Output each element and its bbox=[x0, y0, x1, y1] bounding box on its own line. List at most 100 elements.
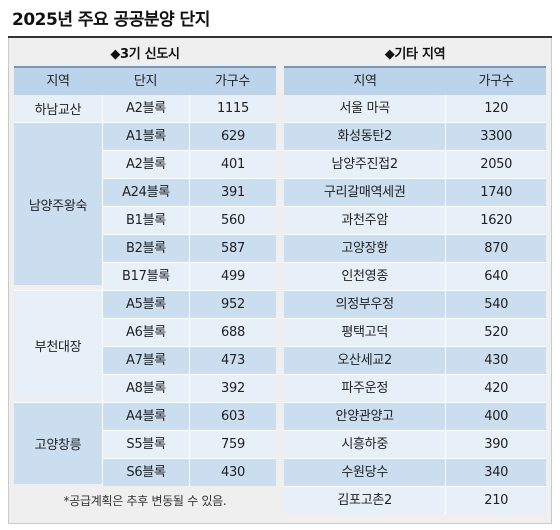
table-row: S6블록 430 bbox=[102, 458, 276, 486]
table-row: 파주운정 420 bbox=[284, 374, 546, 402]
households-cell: 870 bbox=[445, 235, 546, 262]
new-town-panel-title: ◆3기 신도시 bbox=[110, 47, 180, 62]
households-cell: 400 bbox=[445, 403, 546, 430]
table-row: A7블록 473 bbox=[102, 346, 276, 374]
table-row: 오산세교2 430 bbox=[284, 346, 546, 374]
table-row: 인천영종 640 bbox=[284, 262, 546, 290]
table-row: S5블록 759 bbox=[102, 430, 276, 458]
header-region: 지역 bbox=[353, 74, 377, 89]
region-rows: A2블록 1115 bbox=[102, 95, 276, 122]
households-cell: 340 bbox=[445, 459, 546, 486]
region-rows: A5블록 952 A6블록 688 A7블록 473 A8블록 392 bbox=[102, 291, 276, 402]
region-name-cell: 남양주왕숙 bbox=[14, 123, 102, 285]
households-cell: 603 bbox=[189, 403, 276, 430]
table-row: B17블록 499 bbox=[102, 262, 276, 290]
table-header: 지역 가구수 bbox=[284, 66, 546, 95]
new-town-table-body: 하남교산 A2블록 1115 남양주왕숙 A1블록 629 A2블록 401 A24블록 391 B… bbox=[14, 95, 276, 486]
households-cell: 210 bbox=[445, 487, 546, 514]
table-row: A1블록 629 bbox=[102, 123, 276, 150]
complex-cell: A7블록 bbox=[102, 347, 189, 374]
households-cell: 390 bbox=[445, 431, 546, 458]
title-rule bbox=[8, 36, 552, 38]
region-rows: A4블록 603 S5블록 759 S6블록 430 bbox=[102, 403, 276, 486]
table-row: 고양장항 870 bbox=[284, 234, 546, 262]
households-cell: 3300 bbox=[445, 123, 546, 150]
complex-cell: B2블록 bbox=[102, 235, 189, 262]
complex-cell: A1블록 bbox=[102, 123, 189, 150]
table-row: B1블록 560 bbox=[102, 206, 276, 234]
households-cell: 520 bbox=[445, 319, 546, 346]
table-row: 구리갈매역세권 1740 bbox=[284, 178, 546, 206]
table-row: 수원당수 340 bbox=[284, 458, 546, 486]
table-row: 서울 마곡 120 bbox=[284, 95, 546, 122]
region-cell: 안양관양고 bbox=[335, 409, 395, 424]
region-cell: 파주운정 bbox=[341, 381, 388, 396]
table-row: A5블록 952 bbox=[102, 291, 276, 318]
region-cell: 오산세교2 bbox=[337, 353, 392, 368]
households-cell: 499 bbox=[189, 263, 276, 290]
region-cell: 김포고촌2 bbox=[337, 493, 392, 508]
table-header: 지역 단지 가구수 bbox=[14, 66, 276, 95]
complex-cell: A2블록 bbox=[102, 151, 189, 178]
other-region-table-body: 서울 마곡 120 화성동탄2 3300 남양주진접2 2050 구리갈매역세권 1740 과천… bbox=[284, 95, 546, 514]
region-group: 하남교산 A2블록 1115 bbox=[14, 95, 276, 122]
region-cell: 평택고덕 bbox=[341, 325, 388, 340]
new-town-table: 지역 단지 가구수 하남교산 A2블록 1115 남양주왕숙 A1블록 629 A2블록 40… bbox=[14, 66, 276, 486]
region-cell: 수원당수 bbox=[341, 465, 388, 480]
households-cell: 629 bbox=[189, 123, 276, 150]
header-households: 가구수 bbox=[478, 74, 514, 89]
households-cell: 473 bbox=[189, 347, 276, 374]
header-households: 가구수 bbox=[215, 74, 250, 89]
complex-cell: A5블록 bbox=[102, 291, 189, 318]
households-cell: 120 bbox=[445, 95, 546, 122]
region-cell: 시흥하중 bbox=[341, 437, 388, 452]
region-cell: 인천영종 bbox=[341, 269, 388, 284]
table-row: A4블록 603 bbox=[102, 403, 276, 430]
households-cell: 1620 bbox=[445, 207, 546, 234]
households-cell: 430 bbox=[445, 347, 546, 374]
complex-cell: A6블록 bbox=[102, 319, 189, 346]
households-cell: 2050 bbox=[445, 151, 546, 178]
region-group: 남양주왕숙 A1블록 629 A2블록 401 A24블록 391 B1블록 560 B2블록 58… bbox=[14, 122, 276, 290]
region-cell: 의정부우정 bbox=[335, 297, 395, 312]
table-row: 안양관양고 400 bbox=[284, 402, 546, 430]
households-cell: 1115 bbox=[189, 95, 276, 122]
region-rows: A1블록 629 A2블록 401 A24블록 391 B1블록 560 B2블록 587 B17블… bbox=[102, 123, 276, 290]
complex-cell: B1블록 bbox=[102, 207, 189, 234]
page-title: 2025년 주요 공공분양 단지 bbox=[12, 10, 210, 30]
region-name-cell: 하남교산 bbox=[14, 95, 102, 122]
region-cell: 구리갈매역세권 bbox=[323, 185, 406, 200]
table-row: A2블록 1115 bbox=[102, 95, 276, 122]
region-cell: 서울 마곡 bbox=[339, 101, 390, 116]
region-name-cell: 고양창릉 bbox=[14, 403, 102, 484]
households-cell: 640 bbox=[445, 263, 546, 290]
households-cell: 759 bbox=[189, 431, 276, 458]
households-cell: 1740 bbox=[445, 179, 546, 206]
region-cell: 화성동탄2 bbox=[337, 129, 392, 144]
new-town-panel: ◆3기 신도시 지역 단지 가구수 하남교산 A2블록 1115 남양주왕숙 A1블록 6… bbox=[14, 44, 276, 486]
header-complex: 단지 bbox=[133, 74, 158, 89]
table-row: A2블록 401 bbox=[102, 150, 276, 178]
table-row: 남양주진접2 2050 bbox=[284, 150, 546, 178]
households-cell: 401 bbox=[189, 151, 276, 178]
other-region-panel: ◆기타 지역 지역 가구수 서울 마곡 120 화성동탄2 3300 남양주진접2 205… bbox=[284, 44, 546, 514]
households-cell: 391 bbox=[189, 179, 276, 206]
households-cell: 430 bbox=[189, 459, 276, 486]
region-cell: 고양장항 bbox=[341, 241, 388, 256]
region-group: 고양창릉 A4블록 603 S5블록 759 S6블록 430 bbox=[14, 402, 276, 486]
table-row: 평택고덕 520 bbox=[284, 318, 546, 346]
complex-cell: S5블록 bbox=[102, 431, 189, 458]
footnote: *공급계획은 추후 변동될 수 있음. bbox=[63, 494, 227, 508]
complex-cell: B17블록 bbox=[102, 263, 189, 290]
complex-cell: A4블록 bbox=[102, 403, 189, 430]
complex-cell: S6블록 bbox=[102, 459, 189, 486]
households-cell: 392 bbox=[189, 375, 276, 402]
region-group: 부천대장 A5블록 952 A6블록 688 A7블록 473 A8블록 392 bbox=[14, 290, 276, 402]
households-cell: 540 bbox=[445, 291, 546, 318]
table-row: 과천주암 1620 bbox=[284, 206, 546, 234]
region-name-cell: 부천대장 bbox=[14, 291, 102, 399]
region-cell: 남양주진접2 bbox=[331, 157, 399, 172]
table-row: 화성동탄2 3300 bbox=[284, 122, 546, 150]
table-row: 김포고촌2 210 bbox=[284, 486, 546, 514]
header-region: 지역 bbox=[46, 74, 70, 89]
